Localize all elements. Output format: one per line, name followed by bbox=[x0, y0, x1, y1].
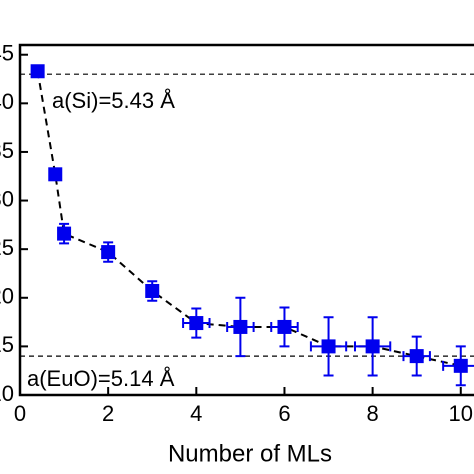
y-tick-label: 5.10 bbox=[0, 381, 14, 406]
point bbox=[30, 64, 45, 79]
point bbox=[48, 167, 63, 182]
point bbox=[101, 245, 116, 260]
x-tick-label: 2 bbox=[102, 401, 114, 426]
point bbox=[321, 339, 336, 354]
series-line bbox=[36, 71, 461, 367]
annotation: a(EuO)=5.14 Å bbox=[27, 366, 175, 391]
x-tick-label: 8 bbox=[366, 401, 378, 426]
point bbox=[145, 283, 160, 298]
x-axis-label: Number of MLs bbox=[168, 440, 332, 467]
annotation: a(Si)=5.43 Å bbox=[52, 88, 175, 113]
point bbox=[189, 316, 204, 331]
x-tick-label: 6 bbox=[278, 401, 290, 426]
point bbox=[365, 339, 380, 354]
point bbox=[277, 319, 292, 334]
frame bbox=[18, 43, 474, 397]
y-tick-label: 5.20 bbox=[0, 284, 14, 309]
x-tick-label: 0 bbox=[14, 401, 26, 426]
y-tick-label: 5.45 bbox=[0, 41, 14, 66]
y-tick-label: 5.35 bbox=[0, 138, 14, 163]
y-tick-label: 5.25 bbox=[0, 235, 14, 260]
y-tick-label: 5.30 bbox=[0, 186, 14, 211]
y-tick-label: 5.40 bbox=[0, 89, 14, 114]
x-tick-label: 10 bbox=[449, 401, 473, 426]
point bbox=[57, 226, 72, 241]
point bbox=[233, 319, 248, 334]
y-tick-label: 5.15 bbox=[0, 332, 14, 357]
x-tick-label: 4 bbox=[190, 401, 202, 426]
point bbox=[409, 349, 424, 364]
point bbox=[453, 358, 468, 373]
